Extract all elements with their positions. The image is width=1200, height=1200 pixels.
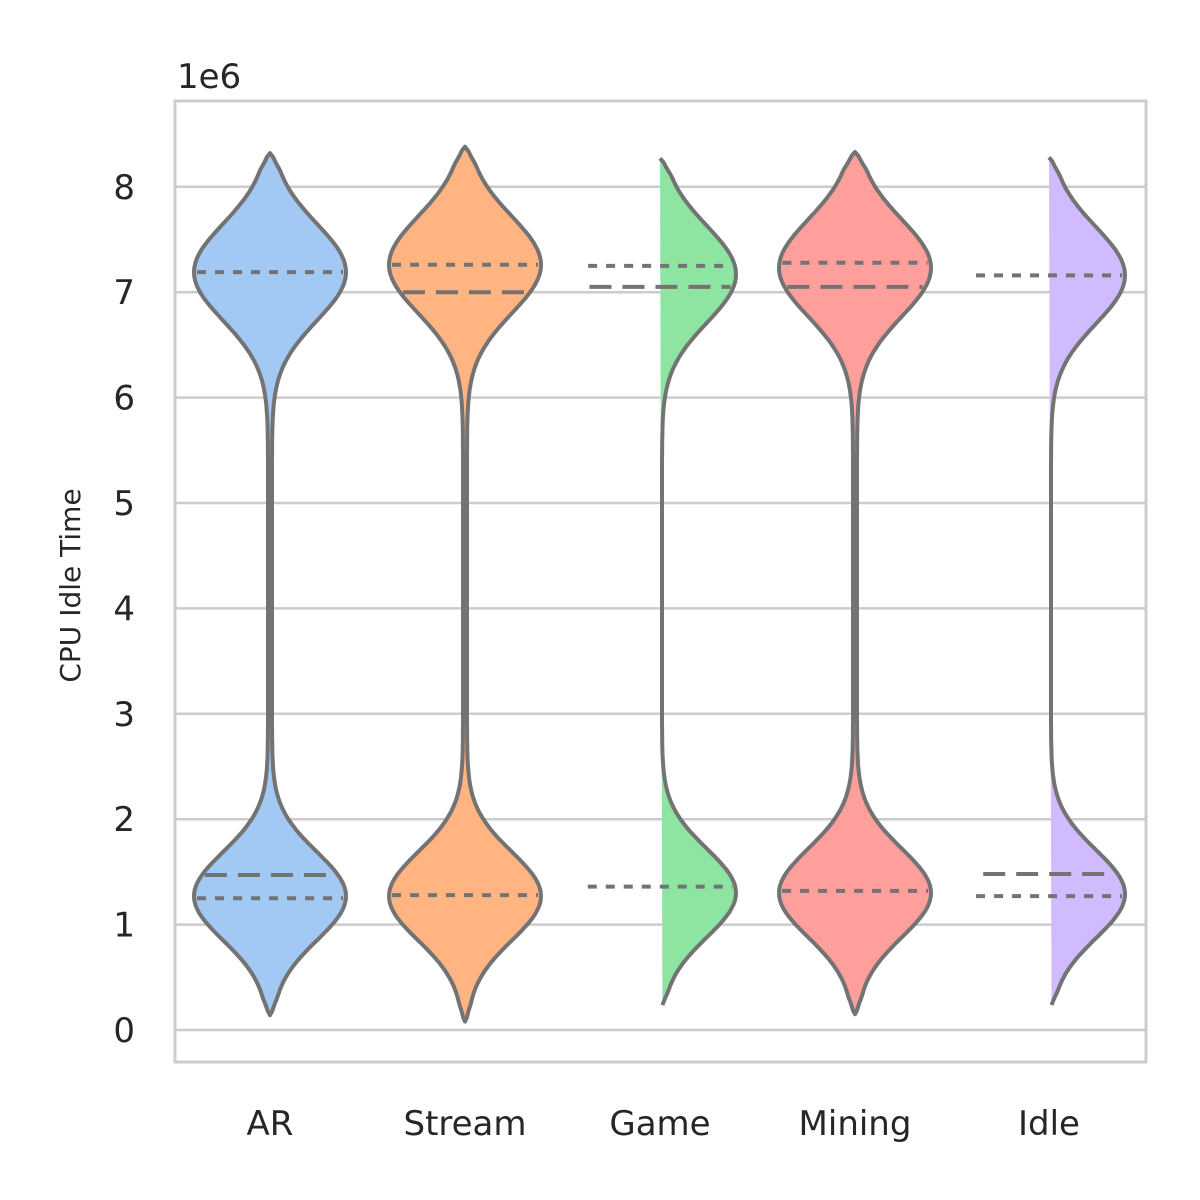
y-tick-label: 2: [113, 800, 135, 840]
x-tick-labels: AR Stream Game Mining Idle: [247, 1104, 1080, 1144]
y-tick-label: 7: [113, 273, 135, 313]
violin-body: [1047, 156, 1127, 1006]
x-tick-label: Mining: [799, 1104, 912, 1144]
y-tick-label: 5: [113, 484, 135, 524]
x-tick-label: Game: [609, 1104, 710, 1144]
y-tick-label: 1: [113, 906, 135, 946]
y-tick-label: 3: [113, 695, 135, 735]
violin-body: [192, 151, 348, 1018]
violin-ar: [192, 151, 348, 1018]
x-tick-label: Idle: [1018, 1104, 1080, 1144]
violin-mining: [777, 150, 933, 1017]
violins: [192, 144, 1127, 1024]
y-tick-label: 8: [113, 168, 135, 208]
violin-body: [658, 156, 738, 1006]
plot-frame: [173, 99, 1148, 1064]
y-tick-label: 4: [113, 589, 135, 629]
violin-game: [587, 156, 738, 1006]
violin-body: [777, 150, 933, 1017]
violin-stream: [387, 144, 543, 1024]
violin-idle: [976, 156, 1127, 1006]
y-tick-labels: 0 1 2 3 4 5 6 7 8: [113, 168, 135, 1051]
violin-body: [387, 144, 543, 1024]
y-axis-label: CPU Idle Time: [54, 488, 87, 682]
y-tick-label: 6: [113, 379, 135, 419]
y-tick-label: 0: [113, 1011, 135, 1051]
y-offset-label: 1e6: [177, 57, 241, 97]
x-tick-label: AR: [247, 1104, 294, 1144]
x-tick-label: Stream: [403, 1104, 526, 1144]
